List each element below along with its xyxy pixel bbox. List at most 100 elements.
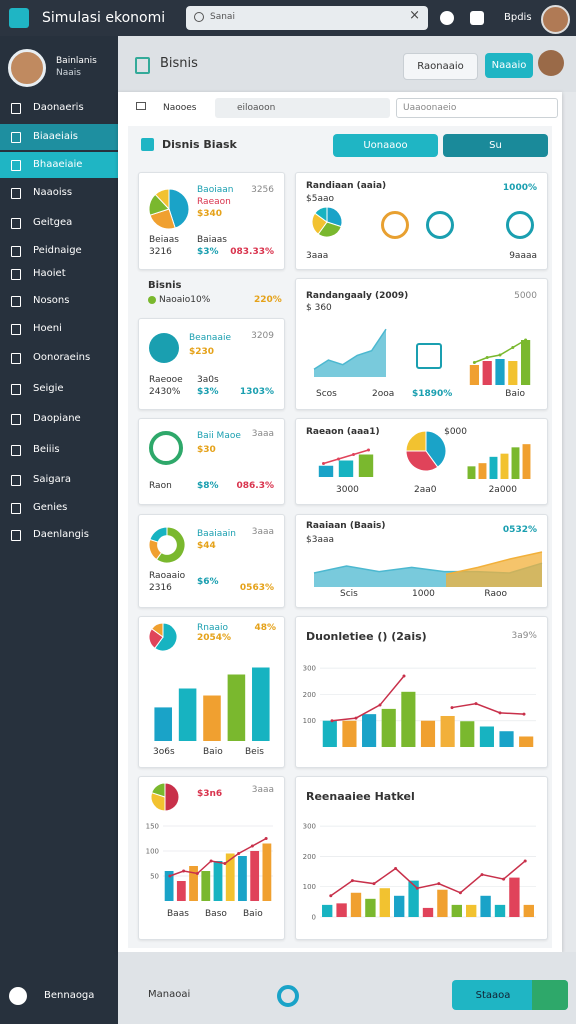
line-point <box>195 872 199 875</box>
pie-slice <box>317 221 342 238</box>
section-value: 220% <box>254 295 282 305</box>
menu-icon <box>11 296 21 307</box>
menu-icon <box>11 188 21 199</box>
bar <box>494 904 506 917</box>
card-text: $230 <box>189 347 215 357</box>
menu-item[interactable]: Daenlangis <box>0 522 118 548</box>
card-text: Rnaaio <box>197 623 228 633</box>
bar <box>201 871 211 901</box>
clear-icon[interactable]: × <box>409 8 420 23</box>
menu-item[interactable]: Nosons <box>0 288 118 314</box>
bar <box>508 361 518 385</box>
menu-item[interactable]: Daonaeris <box>0 95 118 121</box>
line <box>331 675 525 722</box>
line-point <box>511 346 515 349</box>
bar <box>440 715 455 747</box>
line-point <box>264 837 268 840</box>
menu-icon <box>11 218 21 229</box>
avatar[interactable] <box>541 5 570 34</box>
bar <box>437 889 448 917</box>
card-text: 9aaaa <box>509 251 537 261</box>
pie-slice <box>151 782 166 798</box>
line-point <box>378 703 382 707</box>
menu-item[interactable]: Seigie <box>0 376 118 402</box>
line-point <box>354 716 358 720</box>
menu-item[interactable]: Hoeni <box>0 316 118 342</box>
menu-icon <box>11 132 21 143</box>
card-text: $340 <box>197 209 223 219</box>
menu-label: Hoeni <box>33 323 62 334</box>
card-text: Beiaas <box>149 235 179 245</box>
menu-item[interactable]: Daopiane <box>0 406 118 432</box>
card-text: Baii Maoe <box>197 431 241 441</box>
menu-item[interactable]: Beiiis <box>0 437 118 463</box>
menu-item[interactable]: Bhaaeiaie <box>0 152 118 178</box>
menu-icon <box>11 353 21 364</box>
menu-item[interactable]: Peidnaige <box>0 238 118 264</box>
card-text: 5000 <box>514 291 537 301</box>
menu-icon <box>11 530 21 541</box>
bar <box>467 466 476 479</box>
footer-indicator[interactable] <box>277 985 299 1007</box>
bar <box>336 903 347 917</box>
bar <box>350 892 362 917</box>
card-text: Baio <box>243 909 263 919</box>
chart <box>405 430 447 472</box>
avatar[interactable] <box>538 50 564 76</box>
bar <box>338 460 354 477</box>
primary-button[interactable]: Naaaio <box>485 53 533 78</box>
line-point <box>437 882 441 886</box>
footer-button-check[interactable] <box>532 980 568 1010</box>
footer-label: Manaoai <box>148 989 191 1000</box>
status-dot <box>148 296 156 304</box>
line-point <box>480 873 484 877</box>
menu-item[interactable]: Naaoiss <box>0 180 118 206</box>
chart <box>318 454 374 477</box>
card-text: Raon <box>149 481 172 491</box>
chart <box>150 782 180 812</box>
line-point <box>367 448 370 452</box>
bar <box>509 877 520 917</box>
icon-button[interactable] <box>440 11 454 25</box>
menu-item[interactable]: Haoiet <box>0 261 118 287</box>
bar <box>420 720 436 747</box>
chart <box>313 328 387 377</box>
line-point <box>524 338 528 342</box>
line-point <box>523 859 527 863</box>
chart <box>469 340 531 385</box>
sidebar-footer[interactable]: Bennaoga <box>44 990 95 1001</box>
menu-label: Nosons <box>33 295 70 306</box>
search-box[interactable]: Sanai × <box>186 6 428 30</box>
bar <box>379 888 390 917</box>
bar <box>500 453 509 479</box>
menu-label: Saigara <box>33 474 71 485</box>
illustration-icon <box>426 211 454 239</box>
menu-item[interactable]: Biaaeiais <box>0 124 118 150</box>
panel-button[interactable]: Uonaaoo <box>333 134 438 157</box>
menu-item[interactable]: Saigara <box>0 467 118 493</box>
panel-button[interactable]: Su <box>443 134 548 157</box>
menu-item[interactable]: Geitgea <box>0 210 118 236</box>
card-text: $3aaa <box>306 535 334 545</box>
menu-item[interactable]: Genies <box>0 495 118 521</box>
user-name: Bpdis <box>504 12 532 23</box>
menu-label: Biaaeiais <box>33 131 78 142</box>
card-text: 3216 <box>149 247 172 257</box>
section-label: Naoaio10% <box>159 295 211 305</box>
toolbar-input[interactable]: Uaaoonaeio <box>396 98 558 118</box>
y-tick-label: 300 <box>303 665 316 673</box>
menu-item[interactable]: Oonoraeins <box>0 345 118 371</box>
card-text: 1000 <box>412 589 435 599</box>
y-tick-label: 150 <box>146 823 159 831</box>
toolbar-search[interactable]: eiloaoon <box>215 98 390 118</box>
menu-label: Naaoiss <box>33 187 73 198</box>
card: Beanaaie $230 3209 Raeooe 2430% 3a0s $3% 1303% <box>138 318 285 410</box>
area-fill <box>446 552 542 587</box>
menu-label: Peidnaige <box>33 245 82 256</box>
secondary-button[interactable]: Raonaaio <box>403 53 478 80</box>
card-text: $000 <box>444 427 467 437</box>
icon-button[interactable] <box>470 11 484 25</box>
card-text: 3256 <box>251 185 274 195</box>
chart <box>168 837 268 878</box>
menu-icon <box>11 445 21 456</box>
